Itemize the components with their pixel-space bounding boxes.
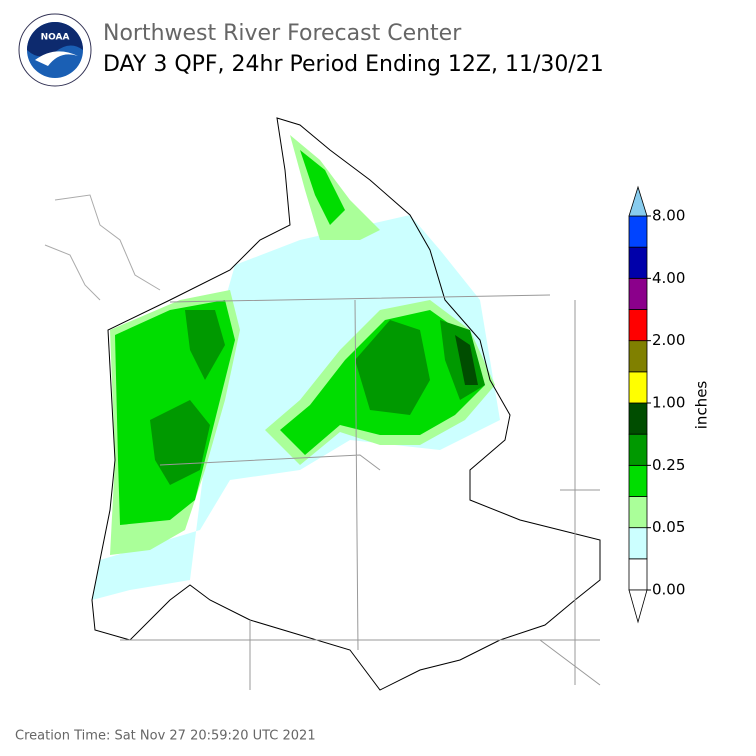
colorbar-segment [628, 309, 648, 342]
colorbar-tick-label: 4.00 [652, 269, 685, 287]
colorbar-tick-label: 0.00 [652, 581, 685, 599]
colorbar-tick-label: 2.00 [652, 331, 685, 349]
colorbar-segment [628, 215, 648, 248]
colorbar-over [628, 185, 648, 217]
colorbar-label: inches [693, 381, 711, 430]
colorbar-segment [628, 558, 648, 591]
map [44, 117, 601, 691]
colorbar-segment [628, 277, 648, 310]
title: Northwest River Forecast Center [103, 21, 462, 46]
colorbar-segment [628, 527, 648, 560]
colorbar-segment [628, 340, 648, 373]
colorbar-segment [628, 433, 648, 466]
colorbar-segment [628, 464, 648, 497]
colorbar-under [628, 589, 648, 624]
colorbar-tick-label: 0.05 [652, 518, 685, 536]
colorbar-tick-label: 0.25 [652, 456, 685, 474]
colorbar-segment [628, 496, 648, 529]
colorbar-segment [628, 371, 648, 404]
colorbar-tick-label: 1.00 [652, 394, 685, 412]
noaa-logo: NOAA [18, 13, 92, 87]
colorbar-tick-label: 8.00 [652, 207, 685, 225]
svg-text:NOAA: NOAA [41, 33, 70, 43]
footer: Creation Time: Sat Nov 27 20:59:20 UTC 2… [15, 729, 316, 744]
colorbar-segment [628, 246, 648, 279]
subtitle: DAY 3 QPF, 24hr Period Ending 12Z, 11/30… [103, 52, 604, 77]
colorbar: 0.00 0.05 0.25 1.00 2.00 4.00 8.00 [628, 185, 685, 624]
colorbar-segment [628, 402, 648, 435]
